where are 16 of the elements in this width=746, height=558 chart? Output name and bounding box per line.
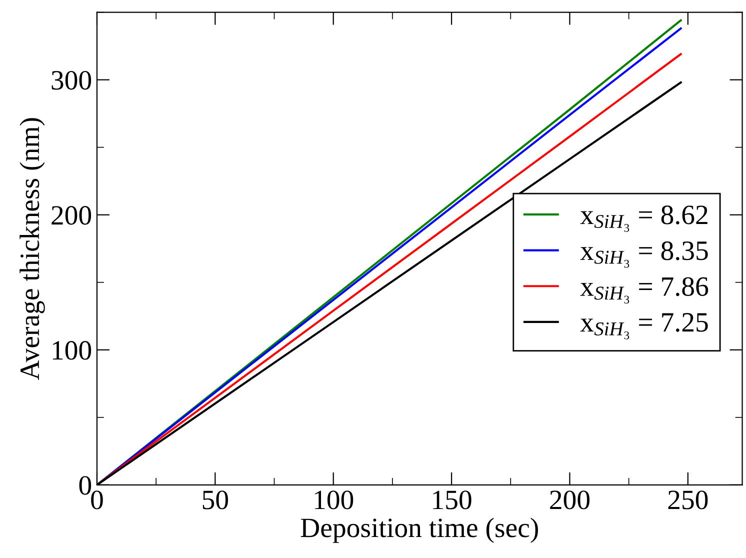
legend-label: x$_{SiH₃}$ = 7.25 (580, 313, 708, 340)
x-tick-label: 200 (550, 490, 590, 510)
y-tick-label: 100 (52, 341, 92, 360)
legend-label: x$_{SiH₃}$ = 8.35 (580, 241, 708, 268)
y-tick-label: 300 (52, 70, 92, 90)
x-tick-label: 250 (668, 490, 708, 510)
x-tick-label: 50 (202, 490, 228, 510)
x-axis-title: Deposition time (sec) (300, 518, 538, 543)
x-tick-label: 0 (91, 490, 103, 510)
y-axis-title: Average thickness (nm) (20, 118, 45, 380)
y-tick-label: 0 (79, 476, 92, 495)
legend-label: x$_{SiH₃}$ = 8.62 (580, 206, 708, 232)
legend-label: x$_{SiH₃}$ = 7.86 (580, 277, 708, 304)
x-tick-label: 100 (314, 490, 354, 510)
x-tick-label: 150 (433, 490, 472, 510)
y-tick-label: 200 (52, 206, 92, 225)
